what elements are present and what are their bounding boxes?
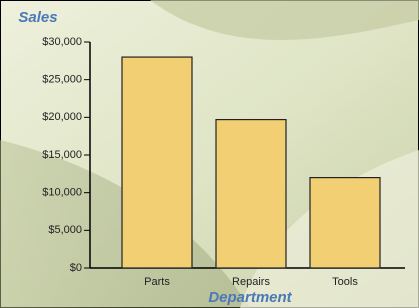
y-tick-label: $5,000 xyxy=(48,224,82,236)
y-tick-label: $10,000 xyxy=(42,187,82,199)
x-tick-label: Tools xyxy=(332,276,358,288)
y-tick-label: $30,000 xyxy=(42,36,82,48)
bar xyxy=(310,178,380,268)
x-axis-title: Department xyxy=(208,289,292,306)
page: {"chart_data": {"type": "bar", "title": … xyxy=(0,0,419,308)
y-tick-label: $0 xyxy=(70,262,82,274)
chart: Sales Department $0 $5,000 $10,000 $15,000 $… xyxy=(0,0,419,308)
y-axis-title: Sales xyxy=(18,9,57,26)
bar xyxy=(122,57,192,268)
x-tick-label: Parts xyxy=(144,276,170,288)
y-tick-label: $25,000 xyxy=(42,74,82,86)
x-tick-label: Repairs xyxy=(232,276,270,288)
y-tick-label: $15,000 xyxy=(42,149,82,161)
y-tick-label: $20,000 xyxy=(42,111,82,123)
bar xyxy=(216,120,286,268)
